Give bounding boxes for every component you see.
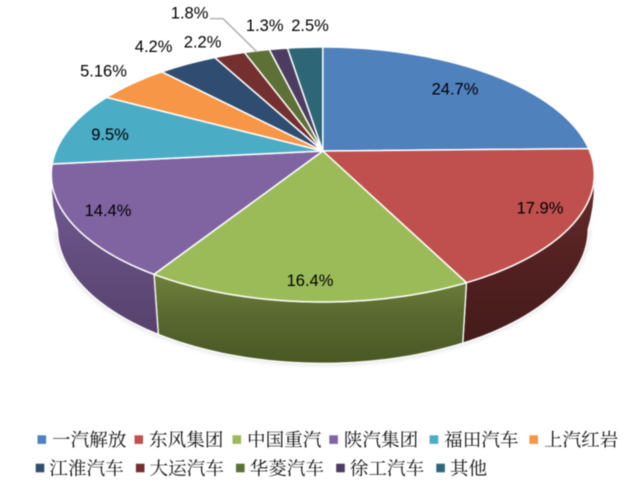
svg-text:16.4%: 16.4% [287,272,334,290]
svg-text:1.8%: 1.8% [171,4,209,22]
svg-text:17.9%: 17.9% [517,200,564,218]
svg-text:4.2%: 4.2% [135,38,173,56]
svg-text:24.7%: 24.7% [432,81,479,99]
svg-text:9.5%: 9.5% [91,126,129,144]
svg-text:1.3%: 1.3% [246,17,284,35]
svg-text:2.5%: 2.5% [291,17,329,35]
svg-text:2.2%: 2.2% [184,33,222,51]
svg-text:14.4%: 14.4% [85,202,132,220]
svg-text:5.16%: 5.16% [80,63,127,81]
